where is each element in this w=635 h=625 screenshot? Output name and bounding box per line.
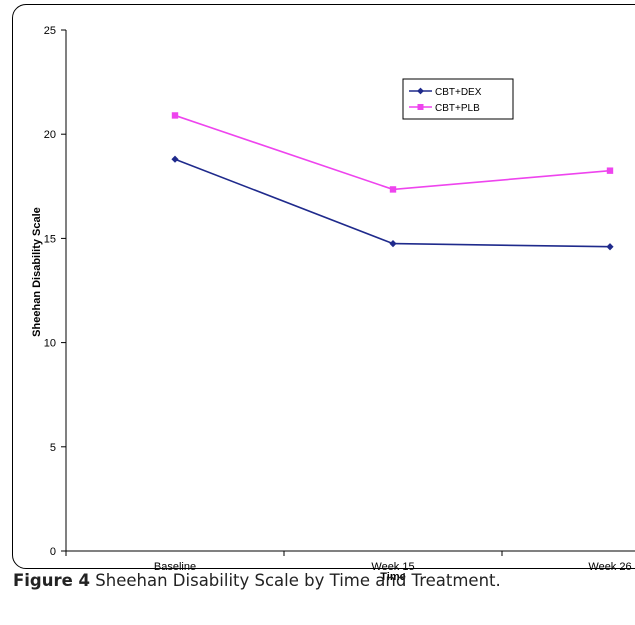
caption-period: . bbox=[495, 571, 501, 590]
legend-label: CBT+PLB bbox=[435, 103, 480, 114]
chart-legend: CBT+DEX CBT+PLB bbox=[402, 78, 514, 120]
figure-panel bbox=[12, 4, 635, 569]
figure-caption-text: Sheehan Disability Scale by Time and Tre… bbox=[95, 571, 496, 590]
y-tick-label: 20 bbox=[44, 129, 56, 141]
figure-caption: Figure 4 Sheehan Disability Scale by Tim… bbox=[13, 571, 633, 590]
y-tick-label: 25 bbox=[44, 25, 56, 37]
y-axis-title: Sheehan Disability Scale bbox=[31, 207, 43, 337]
y-tick-label: 5 bbox=[50, 442, 56, 454]
legend-label: CBT+DEX bbox=[435, 87, 482, 98]
data-point bbox=[171, 155, 179, 163]
y-tick-label: 15 bbox=[44, 233, 56, 245]
legend-marker bbox=[417, 104, 424, 110]
line-chart: 0 5 10 15 20 25 Baseline Week 15 Week 26 CBT+DEX… bbox=[31, 25, 635, 583]
chart-series bbox=[171, 112, 614, 251]
figure-label: Figure 4 bbox=[13, 571, 91, 590]
y-tick-label: 10 bbox=[44, 338, 56, 350]
x-tick-label: Baseline bbox=[154, 561, 196, 573]
data-point bbox=[606, 243, 614, 251]
data-point bbox=[389, 186, 397, 193]
chart-axes: 0 5 10 15 20 25 Baseline Week 15 Week 26 bbox=[44, 25, 635, 573]
series-line-cbt-plb bbox=[174, 114, 611, 191]
series-line-cbt-dex bbox=[174, 158, 611, 248]
y-tick-label: 0 bbox=[50, 546, 56, 558]
x-tick-label: Week 26 bbox=[588, 561, 631, 573]
data-point bbox=[389, 240, 397, 248]
x-axis-title: Time bbox=[380, 571, 405, 583]
data-point bbox=[171, 112, 179, 119]
data-point bbox=[606, 167, 614, 174]
legend-marker bbox=[417, 87, 424, 95]
x-tick-label: Week 15 bbox=[371, 561, 414, 573]
legend-box bbox=[402, 78, 514, 120]
